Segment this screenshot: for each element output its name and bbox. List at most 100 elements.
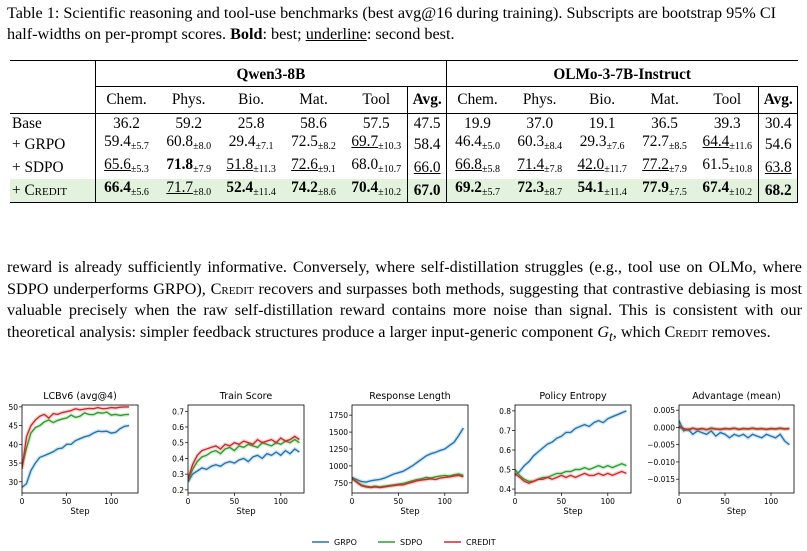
cell-ci: ±7.1 xyxy=(255,141,274,152)
cell-ci: ±10.2 xyxy=(378,187,402,198)
table-cell: 54.1±11.4 xyxy=(571,179,634,203)
cell-value: 36.2 xyxy=(113,114,140,132)
caption-text-3: : second best. xyxy=(366,25,455,43)
chart-panel: LCBv6 (avg@4) 30 35 40 45 50 0 50 100 Step xyxy=(8,391,139,517)
y-tick-label: 0.8 xyxy=(499,407,511,416)
table-cell: 63.8 xyxy=(758,156,798,179)
cell-ci: ±7.9 xyxy=(193,164,212,175)
cell-value: 69.7 xyxy=(351,133,379,150)
para-text-3: , which xyxy=(612,322,665,341)
x-tick-label: 100 xyxy=(438,497,453,506)
cell-value: 63.8 xyxy=(764,158,792,176)
cell-value: 68.2 xyxy=(764,181,792,199)
cell-ci: ±8.2 xyxy=(317,141,336,152)
cell-ci: ±11.6 xyxy=(729,141,752,152)
cell-value: 70.4 xyxy=(351,179,379,196)
series-line-credit xyxy=(515,470,627,484)
chart-panel: Train Score 0.2 0.3 0.4 0.5 0.6 0.7 0 50 100 Step xyxy=(172,391,305,517)
table-cell: 66.4±5.6 xyxy=(94,179,158,203)
table-cell: 74.2±8.6 xyxy=(282,179,346,203)
cell-value: 37.0 xyxy=(526,114,554,132)
cell-value: 61.5 xyxy=(702,156,730,173)
y-tick-label: 1000 xyxy=(329,462,348,471)
series-line-credit xyxy=(188,435,300,480)
cell-ci: ±7.9 xyxy=(668,164,687,175)
table-row: + SDPO 65.6±5.3 71.8±7.9 51.8±11.3 72.6±9.1 6… xyxy=(10,156,798,179)
cell-value: 29.3 xyxy=(579,133,607,150)
cell-value: 66.4 xyxy=(104,179,131,196)
credit-name-2: Credit xyxy=(664,322,708,341)
x-tick-label: 50 xyxy=(230,497,240,506)
cell-ci: ±8.6 xyxy=(317,187,336,198)
x-tick-label: 50 xyxy=(557,497,567,506)
table-caption: Table 1: Scientific reasoning and tool-u… xyxy=(7,3,802,45)
table-cell: 30.4 xyxy=(758,114,798,133)
table-cell: 72.7±8.5 xyxy=(633,133,696,156)
table-cell: 71.8±7.9 xyxy=(157,156,220,179)
table-cell: 60.8±8.0 xyxy=(157,133,220,156)
x-tick-label: 100 xyxy=(764,497,779,506)
cell-ci: ±7.6 xyxy=(606,141,625,152)
y-tick-label: 50 xyxy=(8,403,18,412)
series-line-credit xyxy=(22,406,130,469)
table-cell: 37.0 xyxy=(508,114,571,133)
y-tick-label: 1750 xyxy=(329,411,348,420)
x-tick-label: 50 xyxy=(720,497,730,506)
series-band-grpo xyxy=(22,423,130,489)
x-axis-label: Step xyxy=(400,507,419,517)
y-tick-label: 0.005 xyxy=(654,406,676,415)
cell-ci: ±11.7 xyxy=(604,164,627,175)
cell-value: 36.5 xyxy=(651,114,678,132)
table-cell: 42.0±11.7 xyxy=(571,156,633,179)
cell-ci: ±8.7 xyxy=(544,187,563,198)
math-g: G xyxy=(597,322,610,341)
chart-panel: Advantage (mean) 0.005 0.000 −0.005 −0.010 −0… xyxy=(647,391,795,517)
y-tick-label: 0.6 xyxy=(172,423,184,432)
group-header-olmo: OLMo-3-7B-Instruct xyxy=(445,61,798,87)
table-cell: 71.4±7.8 xyxy=(508,156,571,179)
cell-value: 58.4 xyxy=(413,135,441,153)
cell-ci: ±10.3 xyxy=(378,141,402,152)
x-tick-label: 100 xyxy=(104,497,119,506)
plot-frame xyxy=(187,404,305,494)
cell-value: 54.6 xyxy=(764,135,792,153)
cell-value: 71.8 xyxy=(166,156,194,173)
y-tick-label: 0.5 xyxy=(172,439,184,448)
cell-value: 25.8 xyxy=(237,114,265,132)
y-tick-label: −0.010 xyxy=(647,458,675,467)
table-cell: 72.3±8.7 xyxy=(508,179,572,203)
x-axis-label: Step xyxy=(70,507,89,517)
cell-value: 71.4 xyxy=(517,156,545,173)
table-cell: 67.0 xyxy=(407,179,447,203)
table-cell: 36.5 xyxy=(633,114,696,133)
plot-frame xyxy=(678,404,795,494)
y-tick-label: 0.000 xyxy=(654,423,676,432)
column-header: Tool xyxy=(713,91,742,108)
caption-bold-word: Bold xyxy=(230,25,263,43)
row-label: Base xyxy=(10,114,95,133)
empty-corner xyxy=(10,87,95,114)
table-cell: 65.6±5.3 xyxy=(94,156,158,179)
series-line-credit xyxy=(679,425,790,431)
y-tick-label: 750 xyxy=(334,479,349,488)
botrule xyxy=(10,202,798,203)
table-cell: 69.7±10.3 xyxy=(345,133,408,156)
cell-ci: ±11.3 xyxy=(253,164,276,175)
x-axis-label: Step xyxy=(727,507,746,517)
column-header: Avg. xyxy=(407,86,447,114)
y-tick-label: 0.4 xyxy=(499,485,511,494)
caption-label: Table 1: xyxy=(7,4,60,22)
cell-value: 42.0 xyxy=(577,156,605,173)
table-cell: 36.2 xyxy=(94,114,158,133)
table-cell: 57.5 xyxy=(345,114,408,133)
cell-ci: ±5.8 xyxy=(481,164,500,175)
cell-value: 72.5 xyxy=(291,133,318,150)
x-tick-label: 0 xyxy=(20,497,25,506)
table-cell: 72.6±9.1 xyxy=(282,156,345,179)
cell-ci: ±8.0 xyxy=(193,141,212,152)
series-line-grpo xyxy=(188,448,300,483)
cell-ci: ±5.3 xyxy=(130,164,149,175)
x-tick-label: 50 xyxy=(394,497,404,506)
cell-ci: ±11.4 xyxy=(604,187,627,198)
